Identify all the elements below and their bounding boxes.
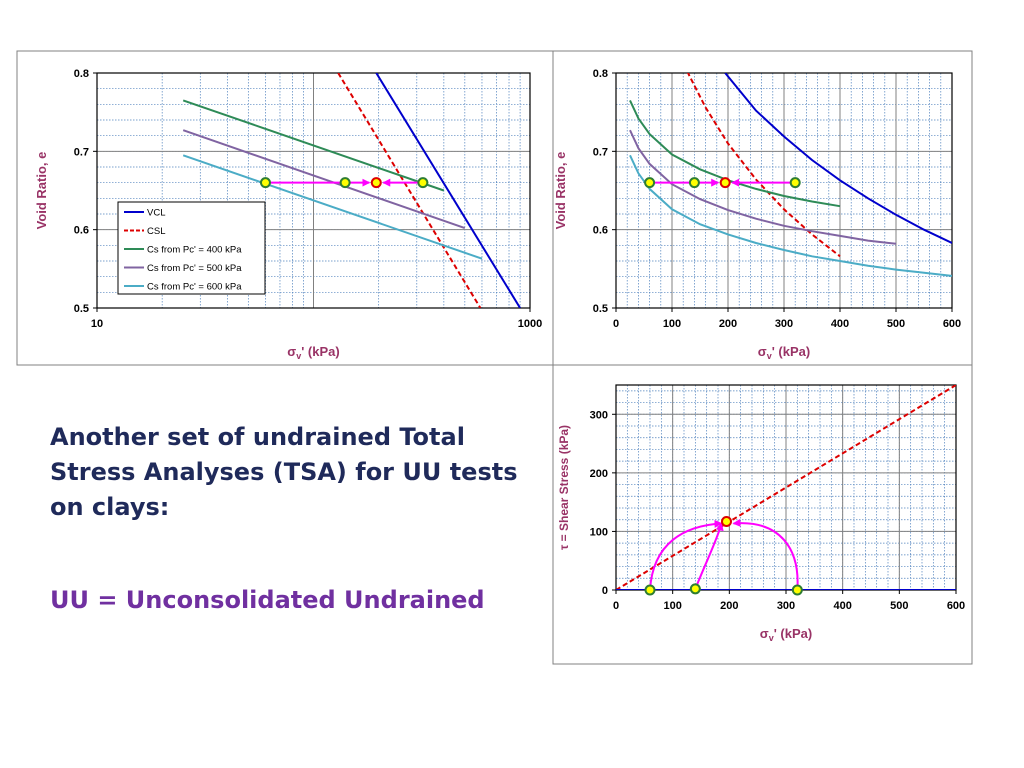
series-csl [337, 73, 482, 308]
x-tick-label: 100 [663, 318, 681, 330]
series-cs-from-pc-600-kpa [182, 154, 483, 260]
legend-entry: Cs from Pc' = 400 kPa [147, 245, 242, 256]
x-tick-label: 300 [777, 600, 795, 612]
chart-tau: 0 100 200 300 0 100 200 300 400 500 600 σv' (kPa) τ … [557, 384, 965, 643]
y-tick-label: 100 [590, 526, 608, 538]
stress-path-arrow [732, 518, 799, 591]
slide-heading: Another set of undrained Total Stress An… [50, 423, 518, 521]
y-tick-label: 0 [602, 585, 608, 597]
series-cs-from-pc-400-kpa [629, 99, 841, 208]
x-tick-label: 500 [887, 318, 905, 330]
initial-state-point [417, 177, 429, 189]
x-axis-title: σv' (kPa) [287, 344, 339, 361]
initial-state-point [688, 177, 700, 189]
x-tick-label: 10 [91, 318, 103, 330]
initial-state-point [259, 177, 271, 189]
y-tick-label: 300 [590, 409, 608, 421]
x-tick-label: 100 [663, 600, 681, 612]
x-tick-label: 600 [947, 600, 965, 612]
x-tick-label: 400 [833, 600, 851, 612]
legend: VCL CSL Cs from Pc' = 400 kPa Cs from Pc' =… [117, 201, 266, 295]
y-tick-label: 0.7 [74, 146, 89, 158]
legend-entry: VCL [147, 208, 165, 219]
frame-log-chart [16, 50, 554, 366]
slide-subheading: UU = Unconsolidated Undrained [50, 586, 485, 614]
plot-area-border [96, 72, 531, 309]
stress-path-arrow [649, 519, 723, 591]
x-tick-label: 200 [719, 318, 737, 330]
y-axis-title: Void Ratio, e [553, 152, 568, 230]
stress-path-arrow [694, 522, 724, 590]
y-axis-title: Void Ratio, e [34, 152, 49, 230]
x-tick-label: 500 [890, 600, 908, 612]
x-tick-label: 300 [775, 318, 793, 330]
initial-state-point [644, 177, 656, 189]
x-tick-label: 600 [943, 318, 961, 330]
failure-point [719, 177, 731, 189]
y-tick-label: 0.8 [593, 68, 608, 80]
failure-point [721, 515, 732, 527]
y-tick-label: 0.5 [74, 303, 89, 315]
x-tick-label: 400 [831, 318, 849, 330]
x-tick-label: 0 [613, 318, 619, 330]
y-axis-title: τ = Shear Stress (kPa) [557, 425, 571, 550]
failure-point [370, 177, 382, 189]
y-tick-label: 0.6 [593, 225, 608, 237]
chart-log: 0.5 0.6 0.7 0.8 10 1000 σv' (kPa) Void Ratio, e… [34, 68, 542, 361]
series-vcl [375, 73, 521, 308]
initial-state-point [339, 177, 351, 189]
x-tick-label: 0 [613, 600, 619, 612]
y-tick-label: 0.8 [74, 68, 89, 80]
y-tick-label: 0.6 [74, 225, 89, 237]
initial-state-point [789, 177, 801, 189]
y-tick-label: 200 [590, 468, 608, 480]
x-tick-label: 200 [720, 600, 738, 612]
y-tick-label: 0.5 [593, 303, 608, 315]
series-cs-from-pc-400-kpa [182, 99, 445, 192]
series-cs-from-pc-500-kpa [629, 129, 897, 245]
series-cs-from-pc-600-kpa [629, 154, 952, 277]
series-cs-from-pc-500-kpa [182, 129, 466, 230]
initial-state-point [644, 584, 656, 596]
initial-state-point [689, 583, 701, 595]
chart-lin: 0.5 0.6 0.7 0.8 0 100 200 300 400 500 600 σv' (kPa)… [553, 68, 961, 361]
frame-linear-chart [552, 50, 973, 366]
initial-state-point [791, 584, 803, 596]
legend-entry: CSL [147, 226, 165, 237]
series-vcl [724, 73, 952, 244]
legend-entry: Cs from Pc' = 600 kPa [147, 282, 242, 293]
series-csl [616, 385, 956, 590]
y-tick-label: 0.7 [593, 146, 608, 158]
legend-entry: Cs from Pc' = 500 kPa [147, 263, 242, 274]
x-axis-title: σv' (kPa) [760, 626, 812, 643]
frame-shear-chart [552, 364, 973, 665]
x-tick-label: 1000 [518, 318, 542, 330]
x-axis-title: σv' (kPa) [758, 344, 810, 361]
